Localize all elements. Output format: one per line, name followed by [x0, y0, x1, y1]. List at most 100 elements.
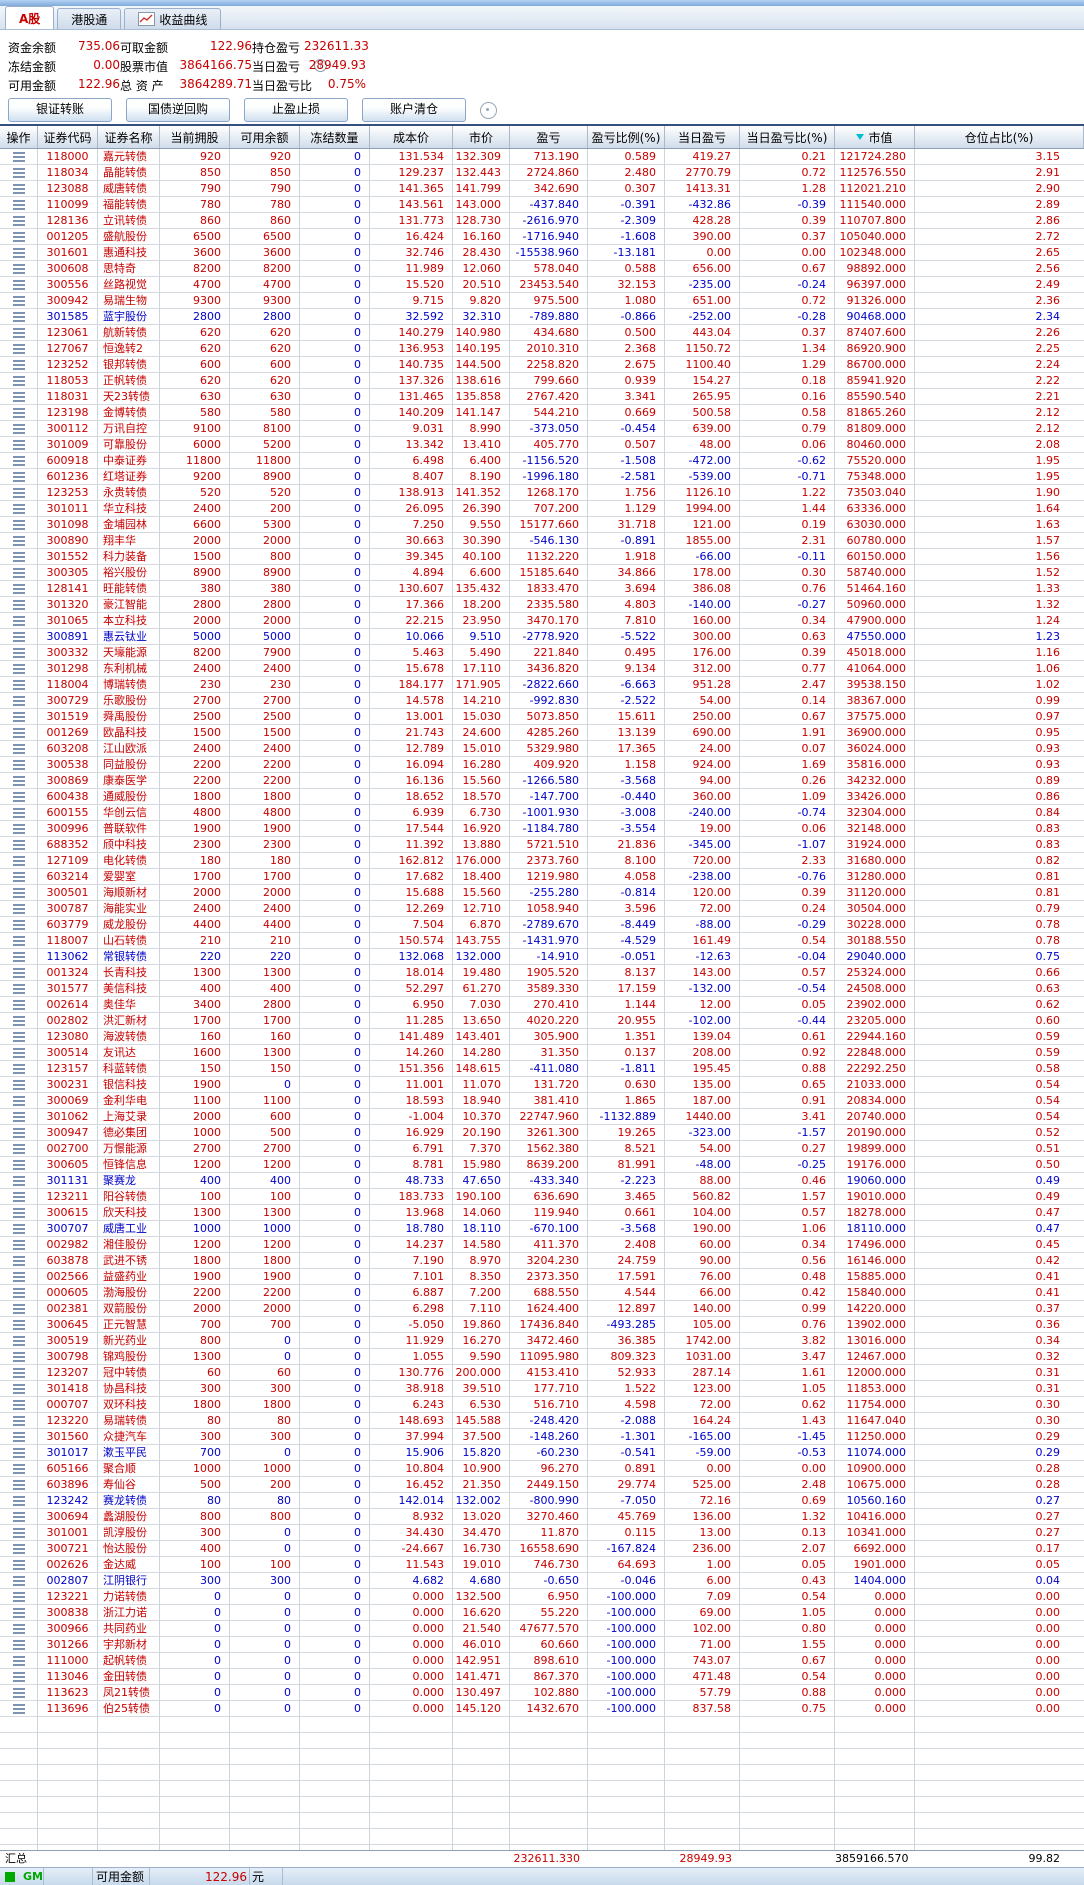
row-menu-button[interactable] [0, 1637, 38, 1653]
row-menu-button[interactable] [0, 517, 38, 533]
row-menu-button[interactable] [0, 1381, 38, 1397]
table-row[interactable]: 123080 海波转债 160 160 0 141.489 143.401 305.900 1.… [0, 1029, 1084, 1045]
row-menu-button[interactable] [0, 1061, 38, 1077]
table-row[interactable]: 300947 德必集团 1000 500 0 16.929 20.190 3261.300 19… [0, 1125, 1084, 1141]
row-menu-button[interactable] [0, 981, 38, 997]
row-menu-button[interactable] [0, 437, 38, 453]
row-menu-button[interactable] [0, 789, 38, 805]
table-row[interactable]: 301418 协昌科技 300 300 0 38.918 39.510 177.710 1.52… [0, 1381, 1084, 1397]
table-row[interactable]: 123242 赛龙转债 80 80 0 142.014 132.002 -800.990 -7.… [0, 1493, 1084, 1509]
row-menu-button[interactable] [0, 325, 38, 341]
row-menu-button[interactable] [0, 277, 38, 293]
table-row[interactable]: 300605 恒锋信息 1200 1200 0 8.781 15.980 8639.200 81… [0, 1157, 1084, 1173]
table-row[interactable]: 301585 蓝宇股份 2800 2800 0 32.592 32.310 -789.880-… [0, 309, 1084, 325]
row-menu-button[interactable] [0, 1653, 38, 1669]
bank-transfer-button[interactable]: 银证转账 [8, 98, 112, 122]
row-menu-button[interactable] [0, 917, 38, 933]
column-header-op[interactable]: 操作 [0, 126, 38, 148]
row-menu-button[interactable] [0, 405, 38, 421]
table-row[interactable]: 300645 正元智慧 700 700 0 -5.050 19.860 17436.840 -4… [0, 1317, 1084, 1333]
column-header-price[interactable]: 市价 [453, 126, 510, 148]
row-menu-button[interactable] [0, 1493, 38, 1509]
table-row[interactable]: 301062 上海艾录 2000 600 0 -1.004 10.370 22747.960-… [0, 1109, 1084, 1125]
table-row[interactable]: 301601 惠通科技 3600 3600 0 32.746 28.430 -15538.96… [0, 245, 1084, 261]
row-menu-button[interactable] [0, 181, 38, 197]
table-row[interactable]: 128136 立讯转债 860 860 0 131.773 128.730 -2616.970… [0, 213, 1084, 229]
row-menu-button[interactable] [0, 757, 38, 773]
row-menu-button[interactable] [0, 1317, 38, 1333]
row-menu-button[interactable] [0, 1557, 38, 1573]
column-header-day-pl[interactable]: 当日盈亏 [665, 126, 740, 148]
column-header-avail[interactable]: 可用余额 [230, 126, 300, 148]
row-menu-button[interactable] [0, 1237, 38, 1253]
row-menu-button[interactable] [0, 1077, 38, 1093]
row-menu-button[interactable] [0, 197, 38, 213]
table-row[interactable]: 118034 晶能转债 850 850 0 129.237 132.443 2724.860 2… [0, 165, 1084, 181]
row-menu-button[interactable] [0, 1173, 38, 1189]
table-row[interactable]: 002982 湘佳股份 1200 1200 0 14.237 14.580 411.370 2.… [0, 1237, 1084, 1253]
row-menu-button[interactable] [0, 1333, 38, 1349]
row-menu-button[interactable] [0, 1541, 38, 1557]
table-row[interactable]: 301098 金埔园林 6600 5300 0 7.250 9.550 15177.660 31… [0, 517, 1084, 533]
row-menu-button[interactable] [0, 1509, 38, 1525]
column-header-pl-pct[interactable]: 盈亏比例(%) [588, 126, 665, 148]
table-row[interactable]: 110099 福能转债 780 780 0 143.561 143.000 -437.840-… [0, 197, 1084, 213]
row-menu-button[interactable] [0, 1685, 38, 1701]
table-row[interactable]: 301519 舜禹股份 2500 2500 0 13.001 15.030 5073.850 1… [0, 709, 1084, 725]
table-row[interactable]: 301298 东利机械 2400 2400 0 15.678 17.110 3436.820 9… [0, 661, 1084, 677]
table-row[interactable]: 300966 共同药业 0 0 0 0.000 21.540 47677.570 -100.00… [0, 1621, 1084, 1637]
row-menu-button[interactable] [0, 1701, 38, 1717]
row-menu-button[interactable] [0, 1157, 38, 1173]
table-row[interactable]: 601236 红塔证券 9200 8900 0 8.407 8.190 -1996.180 -2… [0, 469, 1084, 485]
table-row[interactable]: 301001 凯淳股份 300 0 0 34.430 34.470 11.870 0.115 13… [0, 1525, 1084, 1541]
table-row[interactable]: 300838 浙江力诺 0 0 0 0.000 16.620 55.220 -100.000 69… [0, 1605, 1084, 1621]
table-row[interactable]: 300538 同益股份 2200 2200 0 16.094 16.280 409.920 1.… [0, 757, 1084, 773]
row-menu-button[interactable] [0, 709, 38, 725]
table-row[interactable]: 300942 易瑞生物 9300 9300 0 9.715 9.820 975.500 1.08… [0, 293, 1084, 309]
column-header-frozen[interactable]: 冻结数量 [300, 126, 370, 148]
row-menu-button[interactable] [0, 1205, 38, 1221]
table-row[interactable]: 123088 威唐转债 790 790 0 141.365 141.799 342.690 0.… [0, 181, 1084, 197]
row-menu-button[interactable] [0, 677, 38, 693]
row-menu-button[interactable] [0, 469, 38, 485]
table-row[interactable]: 300231 银信科技 1900 0 0 11.001 11.070 131.720 0.630… [0, 1077, 1084, 1093]
row-menu-button[interactable] [0, 1445, 38, 1461]
table-row[interactable]: 300305 裕兴股份 8900 8900 0 4.894 6.600 15185.640 34… [0, 565, 1084, 581]
row-menu-button[interactable] [0, 933, 38, 949]
row-menu-button[interactable] [0, 853, 38, 869]
table-row[interactable]: 688352 颀中科技 2300 2300 0 11.392 13.880 5721.510 2… [0, 837, 1084, 853]
row-menu-button[interactable] [0, 1573, 38, 1589]
row-menu-button[interactable] [0, 1285, 38, 1301]
row-menu-button[interactable] [0, 837, 38, 853]
table-row[interactable]: 300729 乐歌股份 2700 2700 0 14.578 14.210 -992.830-… [0, 693, 1084, 709]
row-menu-button[interactable] [0, 373, 38, 389]
table-row[interactable]: 000707 双环科技 1800 1800 0 6.243 6.530 516.710 4.59… [0, 1397, 1084, 1413]
table-row[interactable]: 002566 益盛药业 1900 1900 0 7.101 8.350 2373.350 17.… [0, 1269, 1084, 1285]
row-menu-button[interactable] [0, 741, 38, 757]
table-row[interactable]: 300556 丝路视觉 4700 4700 0 15.520 20.510 23453.540… [0, 277, 1084, 293]
row-menu-button[interactable] [0, 821, 38, 837]
table-row[interactable]: 002802 洪汇新材 1700 1700 0 11.285 13.650 4020.220 2… [0, 1013, 1084, 1029]
row-menu-button[interactable] [0, 805, 38, 821]
table-row[interactable]: 123198 金博转债 580 580 0 140.209 141.147 544.210 0.… [0, 405, 1084, 421]
table-row[interactable]: 300615 欣天科技 1300 1300 0 13.968 14.060 119.940 0.… [0, 1205, 1084, 1221]
table-row[interactable]: 123252 银邦转债 600 600 0 140.735 144.500 2258.820 2… [0, 357, 1084, 373]
table-row[interactable]: 603878 武进不锈 1800 1800 0 7.190 8.970 3204.230 24.… [0, 1253, 1084, 1269]
column-header-market-value[interactable]: 市值 [835, 126, 915, 148]
row-menu-button[interactable] [0, 1525, 38, 1541]
row-menu-button[interactable] [0, 725, 38, 741]
row-menu-button[interactable] [0, 581, 38, 597]
row-menu-button[interactable] [0, 485, 38, 501]
row-menu-button[interactable] [0, 1189, 38, 1205]
row-menu-button[interactable] [0, 997, 38, 1013]
table-row[interactable]: 600438 通威股份 1800 1800 0 18.652 18.570 -147.700-… [0, 789, 1084, 805]
row-menu-button[interactable] [0, 1413, 38, 1429]
table-row[interactable]: 300112 万讯自控 9100 8100 0 9.031 8.990 -373.050 -0.… [0, 421, 1084, 437]
row-menu-button[interactable] [0, 1093, 38, 1109]
stop-profit-loss-button[interactable]: 止盈止损 [244, 98, 348, 122]
table-row[interactable]: 301009 可靠股份 6000 5200 0 13.342 13.410 405.770 0.… [0, 437, 1084, 453]
row-menu-button[interactable] [0, 1669, 38, 1685]
row-menu-button[interactable] [0, 869, 38, 885]
row-menu-button[interactable] [0, 1589, 38, 1605]
row-menu-button[interactable] [0, 1109, 38, 1125]
